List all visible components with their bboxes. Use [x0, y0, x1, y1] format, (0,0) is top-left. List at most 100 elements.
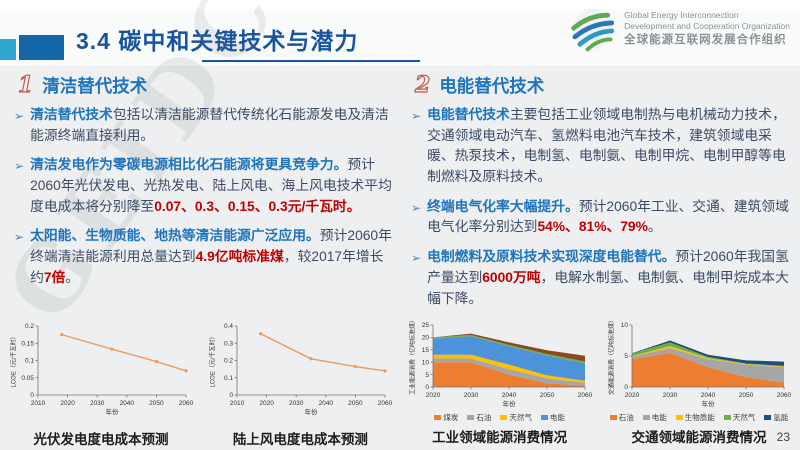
top-strip: [0, 0, 800, 9]
svg-text:年份: 年份: [106, 407, 120, 416]
svg-text:2020: 2020: [425, 392, 440, 399]
text-segment-plain: 。: [647, 219, 662, 235]
section-header: 2 电能替代技术: [414, 71, 790, 98]
svg-text:2050: 2050: [348, 400, 363, 407]
legend-item: 电能: [642, 412, 667, 423]
legend-item: 天然气: [500, 412, 532, 423]
bullet-item: ➢ 太阳能、生物质能、地热等清洁能源广泛应用。预计2060年终端清洁能源利用总量达…: [14, 226, 393, 288]
pv-lcoe-forecast-svg: 0 0.05 0.1 0.15 0.2 2010 2020 2030 2040 2050 2060 年…: [10, 323, 194, 416]
arrow-bullet-icon: ➢: [14, 109, 25, 123]
svg-text:5: 5: [624, 353, 628, 360]
section-electricity-replacement: 2 电能替代技术 ➢ 电能替代技术主要包括工业领域电制热与电机械动力技术，交通领域…: [411, 71, 790, 318]
text-segment-plain: 预计2060年光伏发电、光热发电、陆上风电、海上风电技术平均度电成本将分别降至: [30, 157, 392, 214]
charts-row: 0 0.05 0.1 0.15 0.2 2010 2020 2030 2040 2050 2060 年…: [6, 319, 794, 448]
bullet-item: ➢ 终端电气化率大幅提升。预计2060年工业、交通、建筑领域电气化率分别达到54%…: [411, 197, 790, 238]
svg-text:20: 20: [421, 335, 429, 342]
accent-square-dark: [19, 35, 64, 60]
transport-energy-chart: 0 5 10 2020 2030 2040 2050 2060 年份 交通能源消费（亿吨标准煤） 石…: [606, 319, 792, 423]
section-clean-replacement: 1 清洁替代技术 ➢ 清洁替代技术包括以清洁能源替代传统化石能源发电及清洁能源终端…: [14, 71, 393, 318]
svg-text:年份: 年份: [701, 399, 715, 408]
svg-text:2060: 2060: [179, 400, 194, 407]
legend-swatch-icon: [642, 415, 650, 420]
legend-label: 氢能: [773, 413, 789, 422]
wind-lcoe-chart: 0 0.1 0.2 0.3 0.4 2010 2020 2030 2040 2050 2060 年份 L…: [207, 319, 393, 425]
bullet-text: 清洁替代技术包括以清洁能源替代传统化石能源发电及清洁能源终端直接利用。: [30, 105, 393, 146]
legend-label: 煤炭: [443, 413, 459, 422]
svg-text:2030: 2030: [463, 392, 478, 399]
svg-text:2030: 2030: [663, 392, 678, 399]
org-name-en-line1: Global Energy Interconnection: [624, 10, 739, 21]
chart-legend: 石油 电能 生物质能 天然气 氢能: [606, 412, 792, 423]
svg-text:2010: 2010: [31, 400, 46, 407]
svg-text:2050: 2050: [149, 400, 164, 407]
organization-name: Global Energy Interconnection Developmen…: [624, 10, 790, 48]
text-segment-red: 6000万吨: [482, 269, 541, 285]
legend-swatch-icon: [723, 415, 731, 420]
legend-item: 生物质能: [675, 412, 715, 423]
industry-energy-consumption-svg: 0 5 10 15 20 25 2020 2030 2040 2050 2060 年份 工业能源消费（亿…: [408, 319, 592, 408]
svg-text:0: 0: [30, 392, 34, 399]
bullet-text: 电制燃料及原料技术实现深度电能替代。预计2060年我国氢产量达到6000万吨，电…: [427, 247, 790, 309]
svg-text:工业能源消费（亿吨标准煤）: 工业能源消费（亿吨标准煤）: [408, 319, 416, 395]
legend-swatch-icon: [609, 415, 617, 420]
text-segment-plain: 预计2060年工业、交通、建筑领域电气化率分别达到: [427, 198, 789, 235]
arrow-bullet-icon: ➢: [14, 159, 25, 174]
text-segment-red: 54%、81%、79%: [537, 219, 648, 235]
globe-logo-icon: [571, 8, 615, 52]
bullet-list: ➢ 清洁替代技术包括以清洁能源替代传统化石能源发电及清洁能源终端直接利用。 ➢ 清洁发…: [14, 105, 393, 289]
svg-text:5: 5: [425, 372, 429, 379]
svg-text:2020: 2020: [625, 392, 640, 399]
bullet-text: 太阳能、生物质能、地热等清洁能源广泛应用。预计2060年终端清洁能源利用总量达到…: [30, 226, 393, 288]
text-segment-blue: 清洁发电作为零碳电源相比化石能源将更具竞争力。: [30, 157, 348, 173]
arrow-bullet-icon: ➢: [411, 109, 422, 123]
arrow-bullet-icon: ➢: [411, 251, 422, 266]
svg-text:10: 10: [621, 322, 629, 329]
legend-label: 石油: [618, 413, 634, 422]
svg-text:2030: 2030: [90, 400, 105, 407]
text-segment-plain: ，较2017年增长约: [30, 249, 384, 285]
legend-item: 电能: [540, 412, 565, 423]
svg-text:0.15: 0.15: [21, 340, 34, 347]
svg-text:年份: 年份: [305, 407, 319, 416]
text-segment-red: 4.9亿吨标准煤: [195, 249, 284, 265]
legend-item: 天然气: [723, 412, 755, 423]
svg-text:LCOE（元/千瓦时）: LCOE（元/千瓦时）: [10, 333, 18, 387]
legend-label: 电能: [549, 413, 565, 422]
svg-text:年份: 年份: [502, 399, 516, 408]
legend-swatch-icon: [540, 415, 548, 420]
chart-caption: 陆上风电度电成本预测: [232, 432, 368, 447]
bullet-text: 电能替代技术主要包括工业领域电制热与电机械动力技术，交通领域电动汽车、氢燃料电池…: [427, 105, 790, 188]
title-underline: [202, 60, 420, 62]
arrow-bullet-icon: ➢: [14, 230, 25, 245]
content-columns: 1 清洁替代技术 ➢ 清洁替代技术包括以清洁能源替代传统化石能源发电及清洁能源终端…: [14, 71, 790, 318]
svg-text:2010: 2010: [230, 400, 245, 407]
chart-caption: 交通领域能源消费情况: [631, 430, 767, 445]
text-segment-blue: 终端电气化率大幅提升。: [427, 198, 579, 214]
transport-energy-consumption-svg: 0 5 10 2020 2030 2040 2050 2060 年份 交通能源消费（亿吨标准煤）: [607, 319, 792, 408]
section-title: 清洁替代技术: [42, 76, 148, 96]
svg-text:2050: 2050: [739, 392, 754, 399]
svg-text:2030: 2030: [289, 400, 304, 407]
figure-pv-lcoe: 0 0.05 0.1 0.15 0.2 2010 2020 2030 2040 2050 2060 年…: [6, 319, 196, 448]
section-title: 电能替代技术: [439, 76, 545, 96]
svg-text:2040: 2040: [701, 392, 716, 399]
figure-industry-energy: 0 5 10 15 20 25 2020 2030 2040 2050 2060 年份 工业能源消费（亿…: [405, 319, 595, 448]
slide-header: 3.4 碳中和关键技术与潜力 Global Energy Interconnec…: [0, 0, 800, 66]
text-segment-plain: 包括以清洁能源替代传统化石能源发电及清洁能源终端直接利用。: [30, 107, 389, 143]
legend-swatch-icon: [764, 415, 772, 420]
slide-title: 3.4 碳中和关键技术与潜力: [76, 28, 359, 54]
svg-text:0.2: 0.2: [25, 323, 34, 330]
figure-transport-energy: 0 5 10 2020 2030 2040 2050 2060 年份 交通能源消费（亿吨标准煤） 石…: [604, 319, 794, 448]
pv-lcoe-chart: 0 0.05 0.1 0.15 0.2 2010 2020 2030 2040 2050 2060 年…: [8, 319, 194, 425]
bullet-item: ➢ 清洁发电作为零碳电源相比化石能源将更具竞争力。预计2060年光伏发电、光热发电…: [14, 155, 393, 217]
svg-text:2050: 2050: [539, 392, 554, 399]
svg-text:2060: 2060: [777, 392, 792, 399]
svg-text:2020: 2020: [60, 400, 75, 407]
legend-swatch-icon: [467, 415, 475, 420]
legend-swatch-icon: [675, 415, 683, 420]
svg-text:2040: 2040: [319, 400, 334, 407]
svg-text:0.1: 0.1: [224, 375, 233, 382]
legend-label: 生物质能: [684, 413, 715, 422]
text-segment-plain: 预计2060年我国氢产量达到: [427, 249, 789, 285]
